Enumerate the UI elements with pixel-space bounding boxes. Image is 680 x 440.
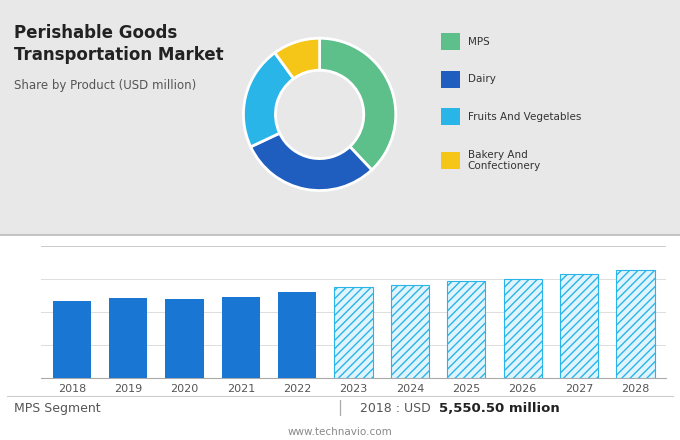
Bar — [52, 301, 91, 378]
Text: Dairy: Dairy — [468, 74, 496, 84]
Bar — [165, 299, 204, 378]
Wedge shape — [251, 133, 372, 191]
Text: |: | — [337, 400, 343, 416]
Wedge shape — [275, 38, 320, 79]
Text: Fruits And Vegetables: Fruits And Vegetables — [468, 112, 581, 121]
Bar — [222, 297, 260, 378]
Wedge shape — [243, 53, 294, 147]
Bar — [335, 287, 373, 378]
Bar — [503, 279, 542, 378]
Bar — [560, 275, 598, 378]
Text: Share by Product (USD million): Share by Product (USD million) — [14, 79, 196, 92]
Text: Perishable Goods: Perishable Goods — [14, 24, 177, 42]
Text: www.technavio.com: www.technavio.com — [288, 427, 392, 437]
Text: 2018 : USD: 2018 : USD — [360, 402, 435, 415]
Bar — [391, 285, 429, 378]
Text: Bakery And
Confectionery: Bakery And Confectionery — [468, 150, 541, 172]
Text: MPS: MPS — [468, 37, 490, 47]
Wedge shape — [320, 38, 396, 170]
Text: 5,550.50 million: 5,550.50 million — [439, 402, 560, 415]
Bar — [616, 270, 655, 378]
Text: Transportation Market: Transportation Market — [14, 46, 223, 64]
Bar — [109, 298, 148, 378]
Bar — [447, 281, 486, 378]
Bar — [278, 293, 316, 378]
Text: MPS Segment: MPS Segment — [14, 402, 100, 415]
